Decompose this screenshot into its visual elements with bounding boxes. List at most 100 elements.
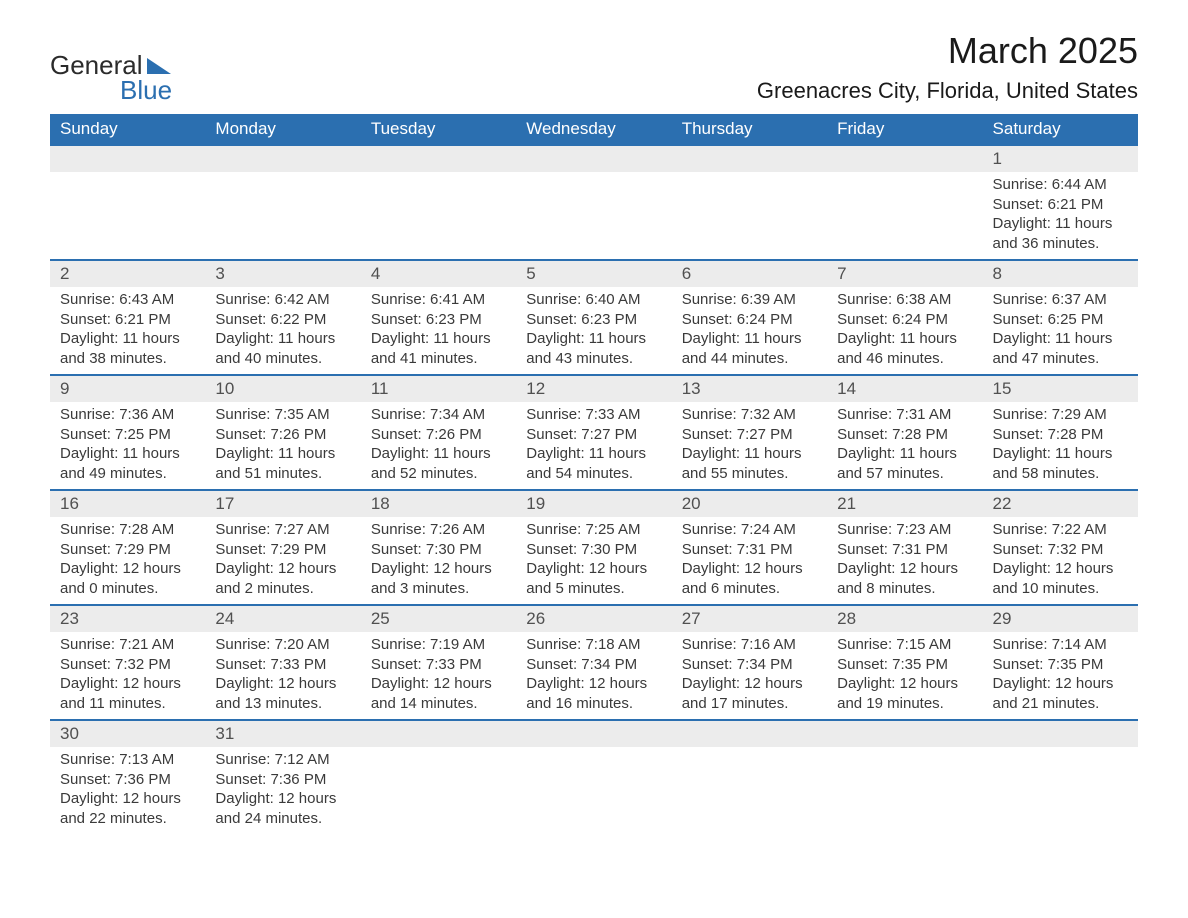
- calendar-cell: 26Sunrise: 7:18 AMSunset: 7:34 PMDayligh…: [516, 605, 671, 720]
- day-number: 20: [672, 491, 827, 517]
- day-data: Sunrise: 7:25 AMSunset: 7:30 PMDaylight:…: [516, 517, 671, 604]
- day-data: [50, 172, 205, 181]
- sunset-text: Sunset: 7:34 PM: [526, 655, 661, 675]
- day-number: [983, 721, 1138, 747]
- day-number: 3: [205, 261, 360, 287]
- day-data: Sunrise: 6:43 AMSunset: 6:21 PMDaylight:…: [50, 287, 205, 374]
- day-data: Sunrise: 7:35 AMSunset: 7:26 PMDaylight:…: [205, 402, 360, 489]
- day-number: 31: [205, 721, 360, 747]
- sunrise-text: Sunrise: 7:14 AM: [993, 635, 1128, 655]
- calendar-cell: 10Sunrise: 7:35 AMSunset: 7:26 PMDayligh…: [205, 375, 360, 490]
- sunrise-text: Sunrise: 7:26 AM: [371, 520, 506, 540]
- sunrise-text: Sunrise: 7:15 AM: [837, 635, 972, 655]
- sunset-text: Sunset: 7:36 PM: [215, 770, 350, 790]
- sunrise-text: Sunrise: 6:41 AM: [371, 290, 506, 310]
- calendar-cell: 2Sunrise: 6:43 AMSunset: 6:21 PMDaylight…: [50, 260, 205, 375]
- sunrise-text: Sunrise: 7:21 AM: [60, 635, 195, 655]
- calendar-cell: [827, 145, 982, 260]
- month-year: March 2025: [757, 30, 1138, 72]
- calendar-week: 30Sunrise: 7:13 AMSunset: 7:36 PMDayligh…: [50, 720, 1138, 834]
- day-data: Sunrise: 6:40 AMSunset: 6:23 PMDaylight:…: [516, 287, 671, 374]
- day-number: 5: [516, 261, 671, 287]
- daylight-text: Daylight: 12 hours and 17 minutes.: [682, 674, 817, 713]
- calendar-cell: 14Sunrise: 7:31 AMSunset: 7:28 PMDayligh…: [827, 375, 982, 490]
- sunrise-text: Sunrise: 6:38 AM: [837, 290, 972, 310]
- day-data: Sunrise: 7:14 AMSunset: 7:35 PMDaylight:…: [983, 632, 1138, 719]
- calendar-week: 9Sunrise: 7:36 AMSunset: 7:25 PMDaylight…: [50, 375, 1138, 490]
- day-data: [827, 747, 982, 756]
- calendar-cell: 15Sunrise: 7:29 AMSunset: 7:28 PMDayligh…: [983, 375, 1138, 490]
- sunset-text: Sunset: 7:26 PM: [371, 425, 506, 445]
- sunrise-text: Sunrise: 7:28 AM: [60, 520, 195, 540]
- sunset-text: Sunset: 7:27 PM: [682, 425, 817, 445]
- day-header: Saturday: [983, 114, 1138, 145]
- daylight-text: Daylight: 12 hours and 3 minutes.: [371, 559, 506, 598]
- sunrise-text: Sunrise: 7:32 AM: [682, 405, 817, 425]
- day-data: Sunrise: 6:44 AMSunset: 6:21 PMDaylight:…: [983, 172, 1138, 259]
- day-data: Sunrise: 7:26 AMSunset: 7:30 PMDaylight:…: [361, 517, 516, 604]
- day-number: 14: [827, 376, 982, 402]
- sunset-text: Sunset: 7:28 PM: [993, 425, 1128, 445]
- day-number: 8: [983, 261, 1138, 287]
- day-data: Sunrise: 7:29 AMSunset: 7:28 PMDaylight:…: [983, 402, 1138, 489]
- sunset-text: Sunset: 6:24 PM: [682, 310, 817, 330]
- brand-logo: General Blue: [50, 50, 172, 106]
- calendar-cell: [672, 145, 827, 260]
- sunset-text: Sunset: 7:36 PM: [60, 770, 195, 790]
- calendar-cell: 6Sunrise: 6:39 AMSunset: 6:24 PMDaylight…: [672, 260, 827, 375]
- calendar-cell: 17Sunrise: 7:27 AMSunset: 7:29 PMDayligh…: [205, 490, 360, 605]
- day-number: 6: [672, 261, 827, 287]
- day-data: [516, 747, 671, 756]
- day-data: [516, 172, 671, 181]
- day-number: [50, 146, 205, 172]
- day-number: 29: [983, 606, 1138, 632]
- day-number: [827, 721, 982, 747]
- sunset-text: Sunset: 7:31 PM: [682, 540, 817, 560]
- calendar-week: 16 Sunrise: 7:28 AMSunset: 7:29 PM Dayligh…: [50, 490, 1138, 605]
- sunrise-text: Sunrise: 7:22 AM: [993, 520, 1128, 540]
- daylight-text: Daylight: 12 hours and 13 minutes.: [215, 674, 350, 713]
- sunrise-text: Sunrise: 7:23 AM: [837, 520, 972, 540]
- sunrise-text: Sunrise: 6:37 AM: [993, 290, 1128, 310]
- calendar-cell: 7Sunrise: 6:38 AMSunset: 6:24 PMDaylight…: [827, 260, 982, 375]
- calendar-cell: 3Sunrise: 6:42 AMSunset: 6:22 PMDaylight…: [205, 260, 360, 375]
- sunset-text: Sunset: 7:34 PM: [682, 655, 817, 675]
- day-data: Sunrise: 7:23 AMSunset: 7:31 PMDaylight:…: [827, 517, 982, 604]
- calendar-cell: [516, 720, 671, 834]
- day-number: 21: [827, 491, 982, 517]
- calendar-cell: 23Sunrise: 7:21 AMSunset: 7:32 PMDayligh…: [50, 605, 205, 720]
- sunrise-text: Sunrise: 6:44 AM: [993, 175, 1128, 195]
- daylight-text: Daylight: 12 hours and 6 minutes.: [682, 559, 817, 598]
- day-number: 17: [205, 491, 360, 517]
- calendar-cell: 24Sunrise: 7:20 AMSunset: 7:33 PMDayligh…: [205, 605, 360, 720]
- day-data: Sunrise: 7:16 AMSunset: 7:34 PMDaylight:…: [672, 632, 827, 719]
- day-number: 11: [361, 376, 516, 402]
- day-number: [361, 146, 516, 172]
- day-data: [983, 747, 1138, 756]
- calendar-cell: 11Sunrise: 7:34 AMSunset: 7:26 PMDayligh…: [361, 375, 516, 490]
- sunrise-text: Sunrise: 7:27 AM: [215, 520, 350, 540]
- day-data: Sunrise: 7:32 AMSunset: 7:27 PMDaylight:…: [672, 402, 827, 489]
- sunrise-text: Sunrise: 7:12 AM: [215, 750, 350, 770]
- sunset-text: Sunset: 7:30 PM: [371, 540, 506, 560]
- day-number: 30: [50, 721, 205, 747]
- day-data: Sunrise: 7:19 AMSunset: 7:33 PMDaylight:…: [361, 632, 516, 719]
- day-number: 16: [50, 491, 205, 517]
- day-data: Sunrise: 7:22 AMSunset: 7:32 PMDaylight:…: [983, 517, 1138, 604]
- day-number: 22: [983, 491, 1138, 517]
- sunrise-text: Sunrise: 7:25 AM: [526, 520, 661, 540]
- sunset-text: Sunset: 7:29 PM: [60, 540, 195, 560]
- day-number: [205, 146, 360, 172]
- sunrise-text: Sunrise: 7:29 AM: [993, 405, 1128, 425]
- calendar-week: 1Sunrise: 6:44 AMSunset: 6:21 PMDaylight…: [50, 145, 1138, 260]
- day-data: [672, 172, 827, 181]
- brand-word2: Blue: [120, 75, 172, 106]
- day-number: 9: [50, 376, 205, 402]
- day-data: Sunrise: 7:36 AMSunset: 7:25 PMDaylight:…: [50, 402, 205, 489]
- sunrise-text: Sunrise: 7:20 AM: [215, 635, 350, 655]
- sunset-text: Sunset: 7:32 PM: [60, 655, 195, 675]
- day-header: Thursday: [672, 114, 827, 145]
- calendar-cell: 1Sunrise: 6:44 AMSunset: 6:21 PMDaylight…: [983, 145, 1138, 260]
- calendar-cell: [827, 720, 982, 834]
- day-data: Sunrise: 7:31 AMSunset: 7:28 PMDaylight:…: [827, 402, 982, 489]
